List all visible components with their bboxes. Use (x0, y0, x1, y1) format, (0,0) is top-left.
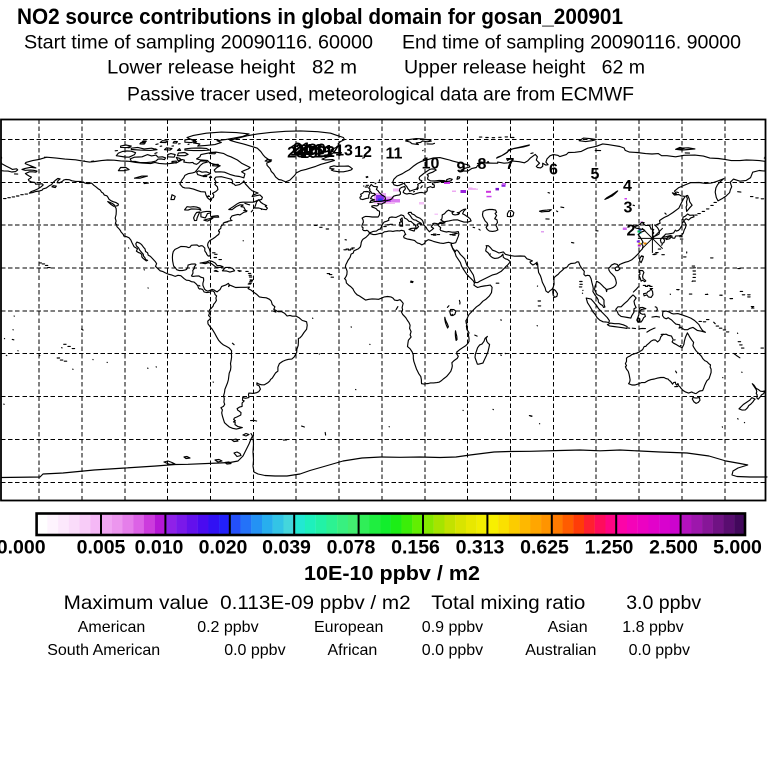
svg-text:0.0 ppbv: 0.0 ppbv (422, 642, 483, 659)
svg-text:African: African (328, 642, 378, 659)
svg-text:14: 14 (324, 143, 342, 160)
svg-text:18: 18 (290, 143, 308, 160)
svg-text:22: 22 (317, 144, 335, 161)
svg-text:0.020: 0.020 (199, 537, 248, 559)
svg-text:15: 15 (314, 145, 332, 162)
svg-text:0.010: 0.010 (135, 537, 184, 559)
svg-text:3: 3 (624, 200, 633, 217)
svg-text:13: 13 (335, 143, 353, 160)
svg-text:6: 6 (549, 162, 558, 179)
svg-text:0.156: 0.156 (391, 537, 440, 559)
svg-text:19: 19 (300, 145, 318, 162)
svg-text:4: 4 (623, 178, 632, 195)
svg-text:12: 12 (354, 144, 372, 161)
svg-text:0.039: 0.039 (262, 537, 311, 559)
svg-text:11: 11 (386, 146, 403, 163)
svg-text:2.500: 2.500 (649, 537, 698, 559)
svg-text:5: 5 (591, 166, 600, 183)
svg-text:9: 9 (457, 160, 466, 177)
svg-text:0.000: 0.000 (0, 537, 46, 559)
svg-text:10: 10 (422, 156, 440, 173)
svg-text:1.8 ppbv: 1.8 ppbv (622, 619, 683, 636)
svg-text:1.250: 1.250 (585, 537, 634, 559)
svg-text:Maximum value 0.113E-09 ppbv: Maximum value 0.113E-09 ppbv / m2 (64, 592, 411, 614)
svg-text:0.078: 0.078 (327, 537, 376, 559)
svg-text:American: American (78, 619, 146, 636)
svg-text:24: 24 (295, 142, 313, 159)
svg-text:NO2 source contributions in gl: NO2 source contributions in global domai… (17, 4, 623, 29)
svg-text:End time of sampling 20090116.: End time of sampling 20090116. 90000 (402, 32, 741, 54)
svg-text:3.0 ppbv: 3.0 ppbv (626, 592, 701, 614)
svg-text:Lower release height 82 m: Lower release height 82 m (107, 57, 357, 79)
svg-text:10E-10 ppbv / m2: 10E-10 ppbv / m2 (304, 563, 480, 585)
svg-text:South American: South American (47, 642, 160, 659)
svg-text:0.2 ppbv: 0.2 ppbv (197, 619, 258, 636)
svg-text:Australian: Australian (525, 642, 596, 659)
svg-text:0.625: 0.625 (520, 537, 569, 559)
svg-text:0.005: 0.005 (77, 537, 126, 559)
svg-text:16: 16 (305, 142, 323, 159)
svg-text:5.000: 5.000 (713, 537, 762, 559)
svg-text:2: 2 (627, 223, 636, 240)
svg-text:0.0 ppbv: 0.0 ppbv (629, 642, 690, 659)
svg-text:Passive tracer used, meteorolo: Passive tracer used, meteorological data… (127, 84, 634, 106)
svg-text:Upper release height 62 m: Upper release height 62 m (404, 57, 645, 79)
svg-text:20: 20 (308, 142, 326, 159)
svg-text:Start time of sampling 2009011: Start time of sampling 20090116. 60000 (24, 32, 373, 54)
svg-text:European: European (314, 619, 383, 636)
svg-text:17: 17 (297, 144, 315, 161)
svg-text:0.9 ppbv: 0.9 ppbv (422, 619, 483, 636)
svg-text:0.313: 0.313 (456, 537, 505, 559)
svg-text:8: 8 (478, 156, 487, 173)
svg-text:23: 23 (287, 145, 305, 162)
svg-text:Total mixing ratio: Total mixing ratio (431, 592, 585, 614)
svg-text:0.0 ppbv: 0.0 ppbv (224, 642, 285, 659)
svg-text:Asian: Asian (548, 619, 588, 636)
svg-text:7: 7 (506, 156, 515, 173)
svg-text:21: 21 (293, 141, 311, 158)
